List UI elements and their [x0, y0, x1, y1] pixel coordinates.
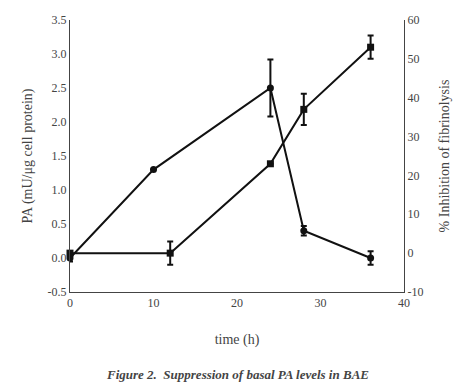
svg-text:10: 10: [148, 296, 160, 310]
svg-text:30: 30: [315, 296, 327, 310]
svg-text:3.0: 3.0: [52, 47, 67, 61]
svg-text:time (h): time (h): [215, 332, 260, 348]
svg-text:0: 0: [407, 246, 413, 260]
svg-text:% Inhibition of fibrinolysis: % Inhibition of fibrinolysis: [437, 80, 452, 233]
svg-text:60: 60: [407, 13, 419, 27]
svg-text:50: 50: [407, 52, 419, 66]
svg-text:3.5: 3.5: [52, 13, 67, 27]
svg-text:10: 10: [407, 207, 419, 221]
svg-text:40: 40: [407, 91, 419, 105]
svg-text:Figure 2. Suppression of basa: Figure 2. Suppression of basal PA levels…: [106, 367, 369, 382]
svg-text:PA (mU/μg cell protein): PA (mU/μg cell protein): [20, 88, 36, 223]
svg-text:0: 0: [67, 296, 73, 310]
svg-text:40: 40: [398, 296, 410, 310]
svg-text:-10: -10: [407, 285, 423, 299]
svg-text:2.5: 2.5: [52, 81, 67, 95]
svg-text:0.0: 0.0: [52, 251, 67, 265]
svg-text:2.0: 2.0: [52, 115, 67, 129]
svg-text:0.5: 0.5: [52, 217, 67, 231]
svg-text:1.5: 1.5: [52, 149, 67, 163]
svg-text:-0.5: -0.5: [48, 285, 67, 299]
svg-text:1.0: 1.0: [52, 183, 67, 197]
svg-text:30: 30: [407, 130, 419, 144]
svg-text:20: 20: [407, 169, 419, 183]
svg-text:20: 20: [231, 296, 243, 310]
